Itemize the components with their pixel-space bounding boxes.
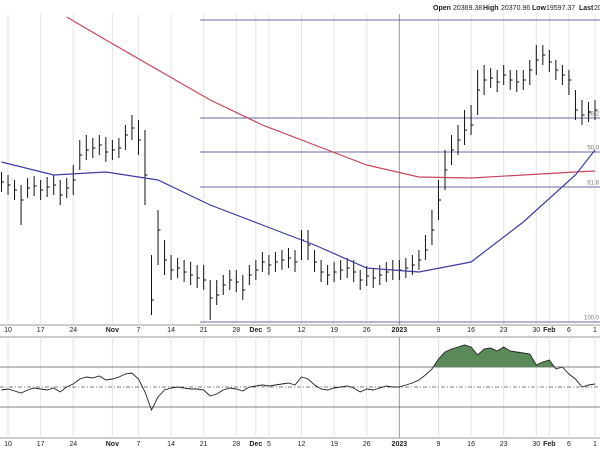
x-tick-label: 10: [4, 441, 12, 448]
x-tick-label: 24: [69, 327, 77, 334]
x-tick-label: Feb: [543, 327, 555, 334]
x-tick-label: 19: [330, 441, 338, 448]
header-high-label: High: [483, 5, 499, 12]
oscillator-line: [1, 344, 596, 412]
header-low-label: Low: [532, 5, 547, 12]
x-tick-label: 21: [200, 441, 208, 448]
x-tick-label: 17: [37, 441, 45, 448]
header-high: 20370.96: [501, 5, 530, 12]
x-tick-label: 6: [567, 441, 571, 448]
x-tick-label: Nov: [106, 327, 119, 334]
x-tick-label: 16: [467, 327, 475, 334]
x-tick-label: 28: [232, 327, 240, 334]
x-tick-label: 16: [467, 441, 475, 448]
x-tick-label: 9: [437, 327, 441, 334]
header-open-label: Open: [433, 5, 451, 12]
moving-average: [66, 16, 596, 179]
x-tick-label: 7: [137, 441, 141, 448]
moving-average: [1, 149, 596, 273]
x-tick-label: 23: [500, 441, 508, 448]
level-label: 50.0: [587, 146, 599, 152]
x-tick-label: 26: [363, 441, 371, 448]
level-label: 100.0: [584, 316, 600, 322]
x-tick-label: 1: [593, 441, 597, 448]
header-open: 20369.38: [453, 5, 482, 12]
x-tick-label: 23: [500, 327, 508, 334]
x-tick-label: 21: [200, 327, 208, 334]
x-tick-label: 2023: [392, 327, 408, 334]
x-tick-label: 10: [4, 327, 12, 334]
overbought-fill: [1, 345, 595, 367]
x-tick-label: Dec: [249, 327, 262, 334]
x-tick-label: 12: [298, 441, 306, 448]
x-tick-label: 26: [363, 327, 371, 334]
x-tick-label: 1: [593, 327, 597, 334]
header-low: 19597.37: [546, 5, 575, 12]
x-tick-label: 7: [137, 327, 141, 334]
header-last-label: Last: [579, 5, 594, 12]
x-tick-label: 14: [167, 441, 175, 448]
x-tick-label: Dec: [249, 441, 262, 448]
x-tick-label: Nov: [106, 441, 119, 448]
x-tick-label: 5: [267, 441, 271, 448]
x-tick-label: 17: [37, 327, 45, 334]
x-tick-label: 28: [232, 441, 240, 448]
x-tick-label: 14: [167, 327, 175, 334]
level-label: 38.2: [587, 112, 599, 118]
x-tick-label: 2023: [392, 441, 408, 448]
level-label: 61.8: [587, 181, 599, 187]
x-tick-label: 30: [532, 441, 540, 448]
x-tick-label: 9: [437, 441, 441, 448]
header-last: 2002: [594, 5, 600, 12]
x-tick-label: 19: [330, 327, 338, 334]
x-tick-label: Feb: [543, 441, 555, 448]
x-tick-label: 30: [532, 327, 540, 334]
x-tick-label: 12: [298, 327, 306, 334]
x-tick-label: 24: [69, 441, 77, 448]
x-tick-label: 6: [567, 327, 571, 334]
x-tick-label: 5: [267, 327, 271, 334]
